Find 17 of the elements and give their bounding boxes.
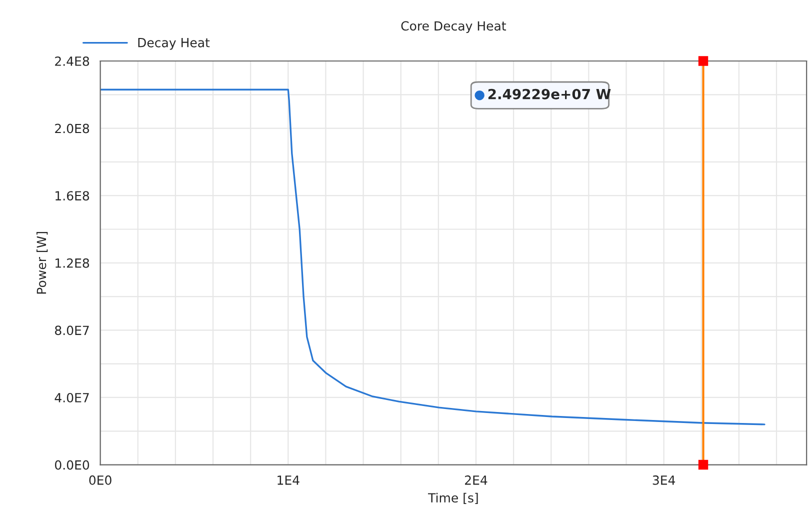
y-tick-label: 2.4E8 [55, 56, 90, 66]
y-tick-label: 8.0E7 [55, 326, 89, 336]
x-tick-label: 0E0 [89, 475, 112, 485]
x-axis-title: Time [s] [428, 492, 478, 504]
y-axis-title: Power [W] [36, 232, 48, 294]
x-tick-label: 3E4 [652, 475, 676, 485]
y-tick-label: 4.0E7 [54, 392, 89, 402]
legend-label: Decay Heat [138, 38, 210, 50]
y-tick-label: 1.6E8 [56, 191, 90, 201]
x-tick-label: 1E4 [278, 476, 300, 485]
y-tick-label: 0.0E0 [54, 460, 90, 470]
y-tick-label: 2.0E8 [55, 124, 90, 134]
x-tick-label: 2E4 [465, 475, 488, 485]
line-series [100, 88, 766, 426]
annotation: 2.49229e+07 W [488, 88, 611, 100]
chart-title: Core Decay Heat [401, 21, 506, 34]
y-tick-label: 1.2E8 [56, 258, 90, 268]
